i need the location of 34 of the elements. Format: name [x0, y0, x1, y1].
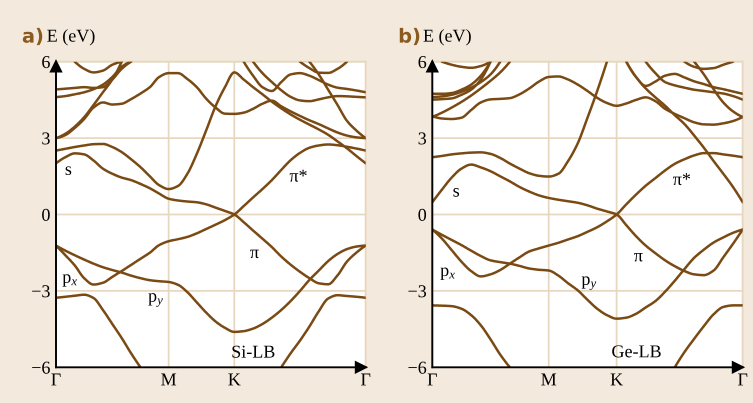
- x-tick-label: Γ: [361, 374, 370, 386]
- y-tick-label: 3: [42, 132, 50, 145]
- x-tick-label: K: [610, 374, 623, 386]
- y-tick-label: −3: [32, 285, 50, 298]
- annotation: p$_{y}$: [582, 276, 596, 290]
- y-axis-title: E (eV): [424, 29, 471, 46]
- y-tick-label: −3: [408, 285, 426, 298]
- annotation: s: [66, 166, 72, 176]
- y-axis-title: E (eV): [47, 29, 95, 46]
- annotation: p$_{x}$: [62, 274, 77, 287]
- x-tick-label: Γ: [51, 374, 61, 386]
- annotation: π: [634, 253, 643, 262]
- y-tick-label: −6: [408, 362, 426, 374]
- x-tick-label: M: [541, 374, 556, 386]
- y-tick-label: 6: [42, 56, 50, 68]
- annotation: π*: [290, 170, 307, 182]
- y-tick-label: 3: [418, 132, 426, 145]
- annotation: s: [453, 188, 460, 197]
- x-tick-label: Γ: [738, 374, 748, 386]
- y-tick-label: −6: [32, 362, 50, 374]
- y-tick-label: 6: [418, 56, 426, 68]
- x-tick-label: M: [161, 374, 176, 386]
- chart-title: b): [400, 28, 420, 46]
- annotation: π: [250, 250, 259, 258]
- chart-title: a): [22, 28, 42, 46]
- annotation: p$_{y}$: [148, 293, 163, 307]
- x-tick-label: Γ: [428, 374, 437, 386]
- annotation: π*: [673, 173, 690, 186]
- annotation: p$_{x}$: [440, 268, 455, 280]
- x-tick-label: K: [228, 374, 241, 386]
- y-tick-label: 0: [42, 208, 50, 221]
- annotation: Ge-LB: [612, 345, 661, 358]
- annotation: Si-LB: [232, 346, 274, 358]
- y-tick-label: 0: [418, 208, 426, 221]
